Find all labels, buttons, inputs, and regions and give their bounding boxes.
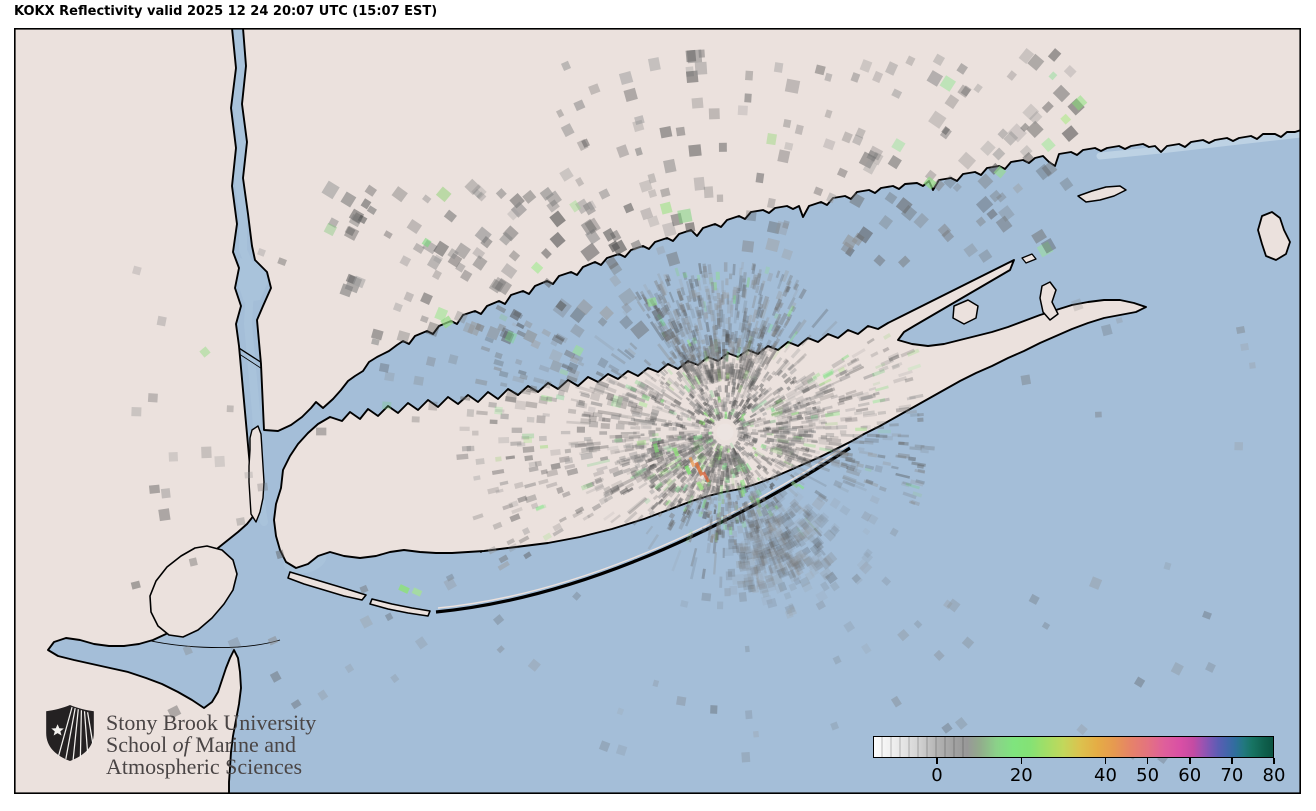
colorbar-tick-label: 70 xyxy=(1220,765,1244,786)
logo-text: Stony Brook University School of Marine … xyxy=(106,712,316,778)
colorbar-tick-label: 80 xyxy=(1262,765,1286,786)
colorbar-tick-mark xyxy=(1189,758,1191,764)
shield-rays xyxy=(58,706,94,760)
radar-echoes-layer xyxy=(130,47,1256,764)
fire-island-barrier xyxy=(435,446,851,614)
colorbar-tick-mark xyxy=(1020,758,1023,764)
colorbar-gray-steps xyxy=(874,737,972,757)
colorbar-tick-label: 20 xyxy=(1009,765,1033,786)
coastlines xyxy=(14,28,1301,794)
colorbar-tick-mark xyxy=(1104,758,1107,764)
logo-line-2: School of Marine and xyxy=(106,732,297,757)
shield-star xyxy=(51,724,64,736)
colorbar-tick-mark xyxy=(936,758,938,764)
fire-island-barrier-inner xyxy=(437,444,849,609)
map-frame xyxy=(14,28,1301,794)
colorbar-tick-label: 40 xyxy=(1094,765,1117,786)
colorbar-tick-label: 60 xyxy=(1178,765,1202,786)
colorbar-tick-label: 50 xyxy=(1136,765,1160,786)
haverstraw-bay xyxy=(238,258,268,302)
reflectivity-colorbar xyxy=(873,736,1274,758)
radar-cone-of-silence xyxy=(716,423,734,441)
colorbar-tick-label: 0 xyxy=(931,765,943,786)
logo-line-3: Atmospheric Sciences xyxy=(106,754,303,779)
stony-brook-shield-icon xyxy=(46,705,94,761)
colorbar-tick-mark xyxy=(1146,758,1149,764)
stony-brook-logo: Stony Brook University School of Marine … xyxy=(44,704,316,778)
map-image xyxy=(14,28,1301,794)
colorbar-ticks: 0 20 40 50 60 70 80 xyxy=(873,758,1285,798)
colorbar-tick-mark xyxy=(1273,758,1275,764)
shallow-water xyxy=(1096,130,1301,160)
colorbar-tick-mark xyxy=(1231,758,1233,764)
map-svg xyxy=(14,28,1301,794)
logo-line-1: Stony Brook University xyxy=(106,710,317,735)
colorbar-gradient xyxy=(873,736,1274,758)
page-title: KOKX Reflectivity valid 2025 12 24 20:07… xyxy=(14,4,438,19)
